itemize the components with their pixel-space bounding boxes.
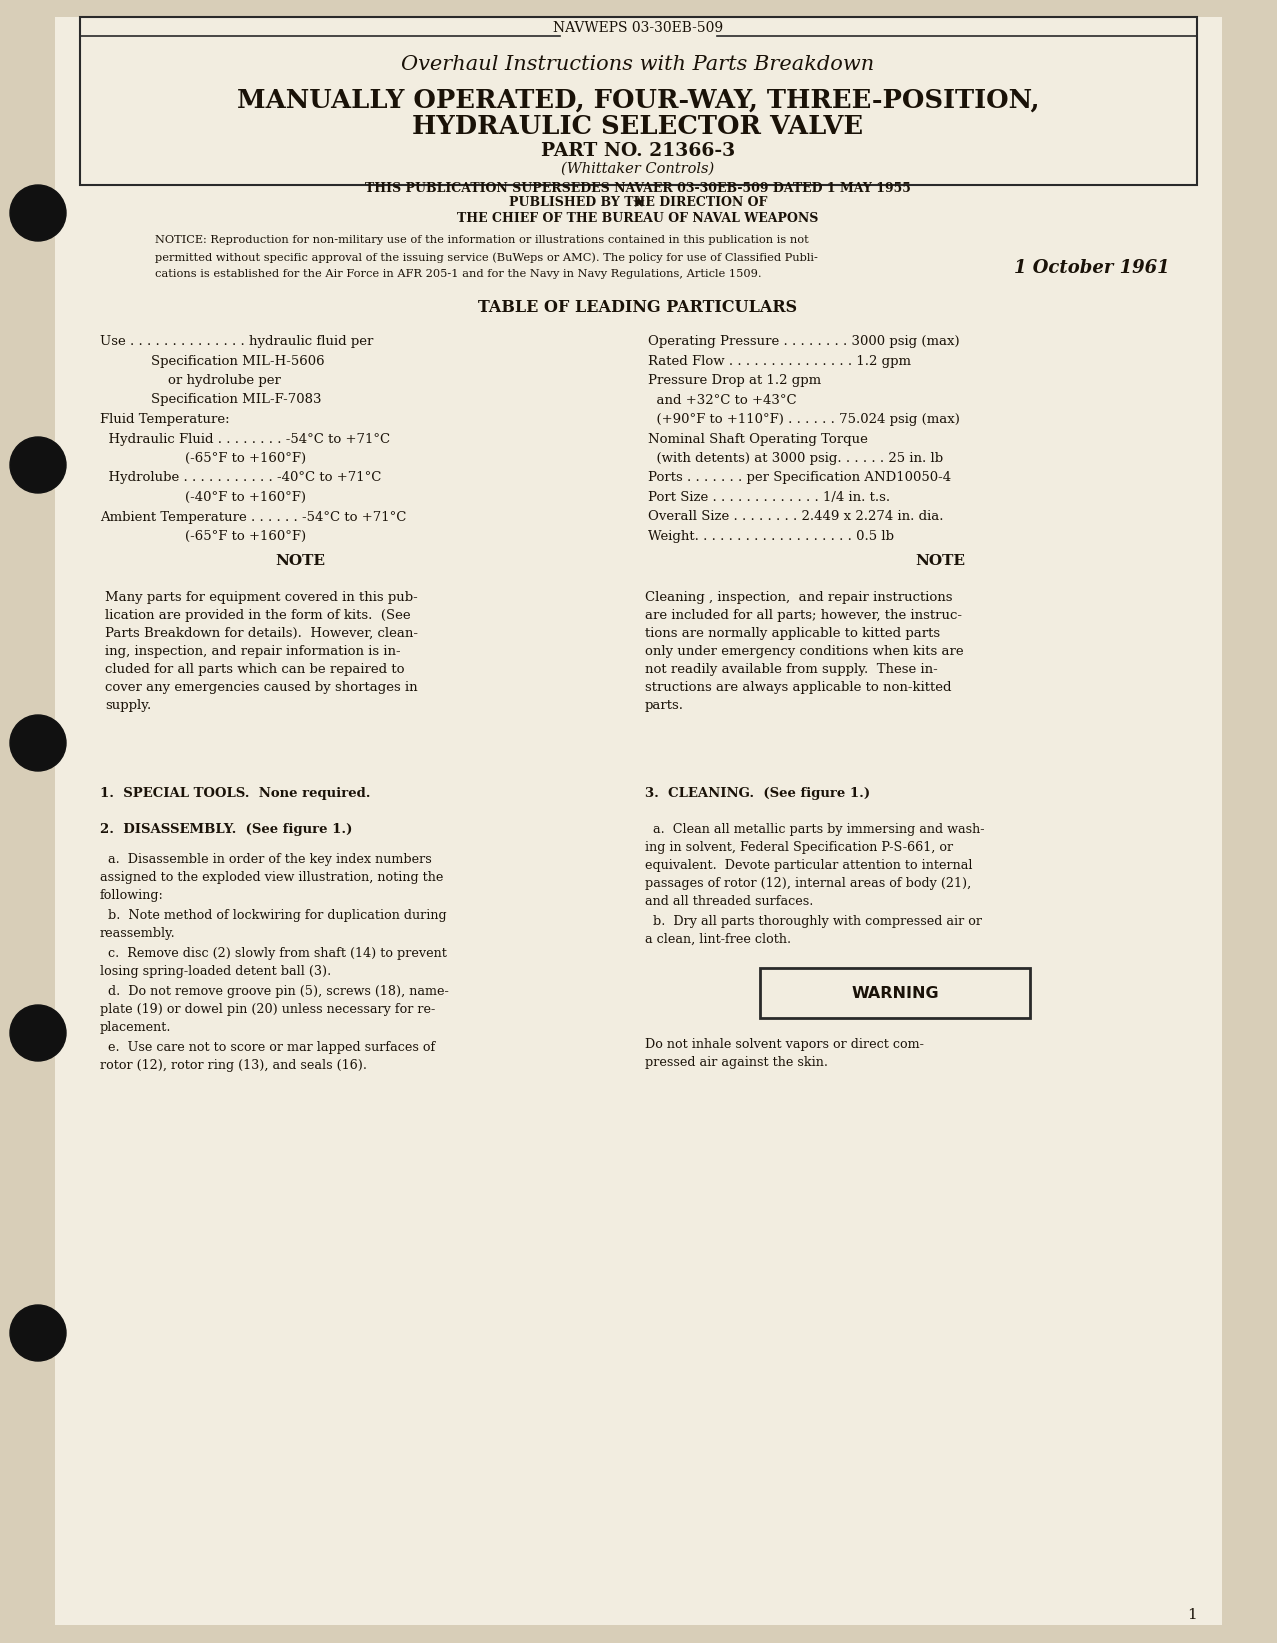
Text: (+90°F to +110°F) . . . . . . 75.024 psig (max): (+90°F to +110°F) . . . . . . 75.024 psi…	[647, 412, 960, 426]
Text: HYDRAULIC SELECTOR VALVE: HYDRAULIC SELECTOR VALVE	[412, 115, 863, 140]
Text: (-40°F to +160°F): (-40°F to +160°F)	[100, 491, 306, 504]
Text: permitted without specific approval of the issuing service (BuWeps or AMC). The : permitted without specific approval of t…	[155, 251, 817, 263]
Text: e.  Use care not to score or mar lapped surfaces of: e. Use care not to score or mar lapped s…	[100, 1042, 435, 1055]
Text: and +32°C to +43°C: and +32°C to +43°C	[647, 394, 797, 406]
Circle shape	[10, 186, 66, 242]
Text: Cleaning , inspection,  and repair instructions: Cleaning , inspection, and repair instru…	[645, 591, 953, 605]
Text: Many parts for equipment covered in this pub-: Many parts for equipment covered in this…	[105, 591, 418, 605]
Text: b.  Note method of lockwiring for duplication during: b. Note method of lockwiring for duplica…	[100, 909, 447, 922]
Text: or hydrolube per: or hydrolube per	[100, 375, 281, 388]
Text: THE CHIEF OF THE BUREAU OF NAVAL WEAPONS: THE CHIEF OF THE BUREAU OF NAVAL WEAPONS	[457, 212, 819, 225]
Text: lication are provided in the form of kits.  (See: lication are provided in the form of kit…	[105, 610, 411, 623]
Text: 1.  SPECIAL TOOLS.  None required.: 1. SPECIAL TOOLS. None required.	[100, 787, 370, 800]
Text: Hydraulic Fluid . . . . . . . . -54°C to +71°C: Hydraulic Fluid . . . . . . . . -54°C to…	[100, 432, 391, 445]
Text: Overhaul Instructions with Parts Breakdown: Overhaul Instructions with Parts Breakdo…	[401, 56, 875, 74]
Text: Parts Breakdown for details).  However, clean-: Parts Breakdown for details). However, c…	[105, 628, 418, 641]
Text: Fluid Temperature:: Fluid Temperature:	[100, 412, 230, 426]
Text: ing in solvent, Federal Specification P-S-661, or: ing in solvent, Federal Specification P-…	[645, 841, 953, 854]
Text: Hydrolube . . . . . . . . . . . -40°C to +71°C: Hydrolube . . . . . . . . . . . -40°C to…	[100, 472, 382, 485]
Text: 1: 1	[1188, 1608, 1197, 1622]
Text: assigned to the exploded view illustration, noting the: assigned to the exploded view illustrati…	[100, 871, 443, 884]
Text: Specification MIL-H-5606: Specification MIL-H-5606	[100, 355, 324, 368]
Text: structions are always applicable to non-kitted: structions are always applicable to non-…	[645, 680, 951, 693]
Text: TABLE OF LEADING PARTICULARS: TABLE OF LEADING PARTICULARS	[479, 299, 798, 317]
Text: 1 October 1961: 1 October 1961	[1014, 260, 1170, 278]
Text: 3.  CLEANING.  (See figure 1.): 3. CLEANING. (See figure 1.)	[645, 787, 870, 800]
Text: Ports . . . . . . . per Specification AND10050-4: Ports . . . . . . . per Specification AN…	[647, 472, 951, 485]
Text: pressed air against the skin.: pressed air against the skin.	[645, 1056, 827, 1070]
Text: tions are normally applicable to kitted parts: tions are normally applicable to kitted …	[645, 628, 940, 641]
Text: (-65°F to +160°F): (-65°F to +160°F)	[100, 531, 306, 542]
Text: c.  Remove disc (2) slowly from shaft (14) to prevent: c. Remove disc (2) slowly from shaft (14…	[100, 946, 447, 960]
Text: parts.: parts.	[645, 698, 684, 711]
Text: a.  Disassemble in order of the key index numbers: a. Disassemble in order of the key index…	[100, 853, 432, 866]
Text: NOTE: NOTE	[916, 554, 965, 568]
Text: plate (19) or dowel pin (20) unless necessary for re-: plate (19) or dowel pin (20) unless nece…	[100, 1002, 435, 1015]
Text: (-65°F to +160°F): (-65°F to +160°F)	[100, 452, 306, 465]
Text: NAVWEPS 03-30EB-509: NAVWEPS 03-30EB-509	[553, 21, 723, 35]
Text: NOTE: NOTE	[275, 554, 326, 568]
Text: cluded for all parts which can be repaired to: cluded for all parts which can be repair…	[105, 664, 405, 675]
Text: b.  Dry all parts thoroughly with compressed air or: b. Dry all parts thoroughly with compres…	[645, 915, 982, 928]
Text: Ambient Temperature . . . . . . -54°C to +71°C: Ambient Temperature . . . . . . -54°C to…	[100, 511, 406, 524]
Text: losing spring-loaded detent ball (3).: losing spring-loaded detent ball (3).	[100, 964, 331, 978]
Text: Operating Pressure . . . . . . . . 3000 psig (max): Operating Pressure . . . . . . . . 3000 …	[647, 335, 959, 348]
Text: are included for all parts; however, the instruc-: are included for all parts; however, the…	[645, 610, 962, 623]
Text: a clean, lint-free cloth.: a clean, lint-free cloth.	[645, 933, 792, 946]
Text: following:: following:	[100, 889, 163, 902]
Circle shape	[10, 715, 66, 771]
Text: cover any emergencies caused by shortages in: cover any emergencies caused by shortage…	[105, 680, 418, 693]
Text: a.  Clean all metallic parts by immersing and wash-: a. Clean all metallic parts by immersing…	[645, 823, 985, 836]
Text: only under emergency conditions when kits are: only under emergency conditions when kit…	[645, 646, 964, 657]
Text: Specification MIL-F-7083: Specification MIL-F-7083	[100, 394, 322, 406]
Text: not readily available from supply.  These in-: not readily available from supply. These…	[645, 664, 937, 675]
Text: Overall Size . . . . . . . . 2.449 x 2.274 in. dia.: Overall Size . . . . . . . . 2.449 x 2.2…	[647, 511, 944, 524]
Text: and all threaded surfaces.: and all threaded surfaces.	[645, 895, 813, 909]
Text: 2.  DISASSEMBLY.  (See figure 1.): 2. DISASSEMBLY. (See figure 1.)	[100, 823, 352, 836]
Text: placement.: placement.	[100, 1020, 171, 1033]
Text: PART NO. 21366-3: PART NO. 21366-3	[541, 141, 736, 159]
Text: d.  Do not remove groove pin (5), screws (18), name-: d. Do not remove groove pin (5), screws …	[100, 986, 448, 997]
Text: Do not inhale solvent vapors or direct com-: Do not inhale solvent vapors or direct c…	[645, 1038, 923, 1052]
Text: ing, inspection, and repair information is in-: ing, inspection, and repair information …	[105, 646, 401, 657]
Circle shape	[10, 1305, 66, 1360]
Text: NOTICE: Reproduction for non-military use of the information or illustrations co: NOTICE: Reproduction for non-military us…	[155, 235, 808, 245]
Text: Rated Flow . . . . . . . . . . . . . . . 1.2 gpm: Rated Flow . . . . . . . . . . . . . . .…	[647, 355, 911, 368]
Text: (Whittaker Controls): (Whittaker Controls)	[562, 163, 715, 176]
Text: Port Size . . . . . . . . . . . . . 1/4 in. t.s.: Port Size . . . . . . . . . . . . . 1/4 …	[647, 491, 890, 504]
Text: Nominal Shaft Operating Torque: Nominal Shaft Operating Torque	[647, 432, 868, 445]
Text: Use . . . . . . . . . . . . . . hydraulic fluid per: Use . . . . . . . . . . . . . . hydrauli…	[100, 335, 373, 348]
Text: Pressure Drop at 1.2 gpm: Pressure Drop at 1.2 gpm	[647, 375, 821, 388]
Bar	[760, 968, 1031, 1019]
Text: WARNING: WARNING	[852, 986, 939, 1001]
Circle shape	[10, 437, 66, 493]
Text: (with detents) at 3000 psig. . . . . . 25 in. lb: (with detents) at 3000 psig. . . . . . 2…	[647, 452, 944, 465]
Bar	[80, 16, 1197, 186]
Circle shape	[10, 1006, 66, 1061]
Text: cations is established for the Air Force in AFR 205-1 and for the Navy in Navy R: cations is established for the Air Force…	[155, 269, 761, 279]
Text: supply.: supply.	[105, 698, 151, 711]
Text: rotor (12), rotor ring (13), and seals (16).: rotor (12), rotor ring (13), and seals (…	[100, 1060, 366, 1071]
Text: PUBLISHED BY THE DIRECTION OF: PUBLISHED BY THE DIRECTION OF	[508, 197, 767, 210]
Text: equivalent.  Devote particular attention to internal: equivalent. Devote particular attention …	[645, 859, 973, 872]
Text: passages of rotor (12), internal areas of body (21),: passages of rotor (12), internal areas o…	[645, 877, 972, 891]
Text: Weight. . . . . . . . . . . . . . . . . . . 0.5 lb: Weight. . . . . . . . . . . . . . . . . …	[647, 531, 894, 542]
Text: reassembly.: reassembly.	[100, 927, 176, 940]
Text: THIS PUBLICATION SUPERSEDES NAVAER 03-30EB-509 DATED 1 MAY 1955: THIS PUBLICATION SUPERSEDES NAVAER 03-30…	[365, 181, 911, 194]
Text: ★: ★	[631, 196, 645, 210]
Text: MANUALLY OPERATED, FOUR-WAY, THREE-POSITION,: MANUALLY OPERATED, FOUR-WAY, THREE-POSIT…	[236, 87, 1039, 112]
